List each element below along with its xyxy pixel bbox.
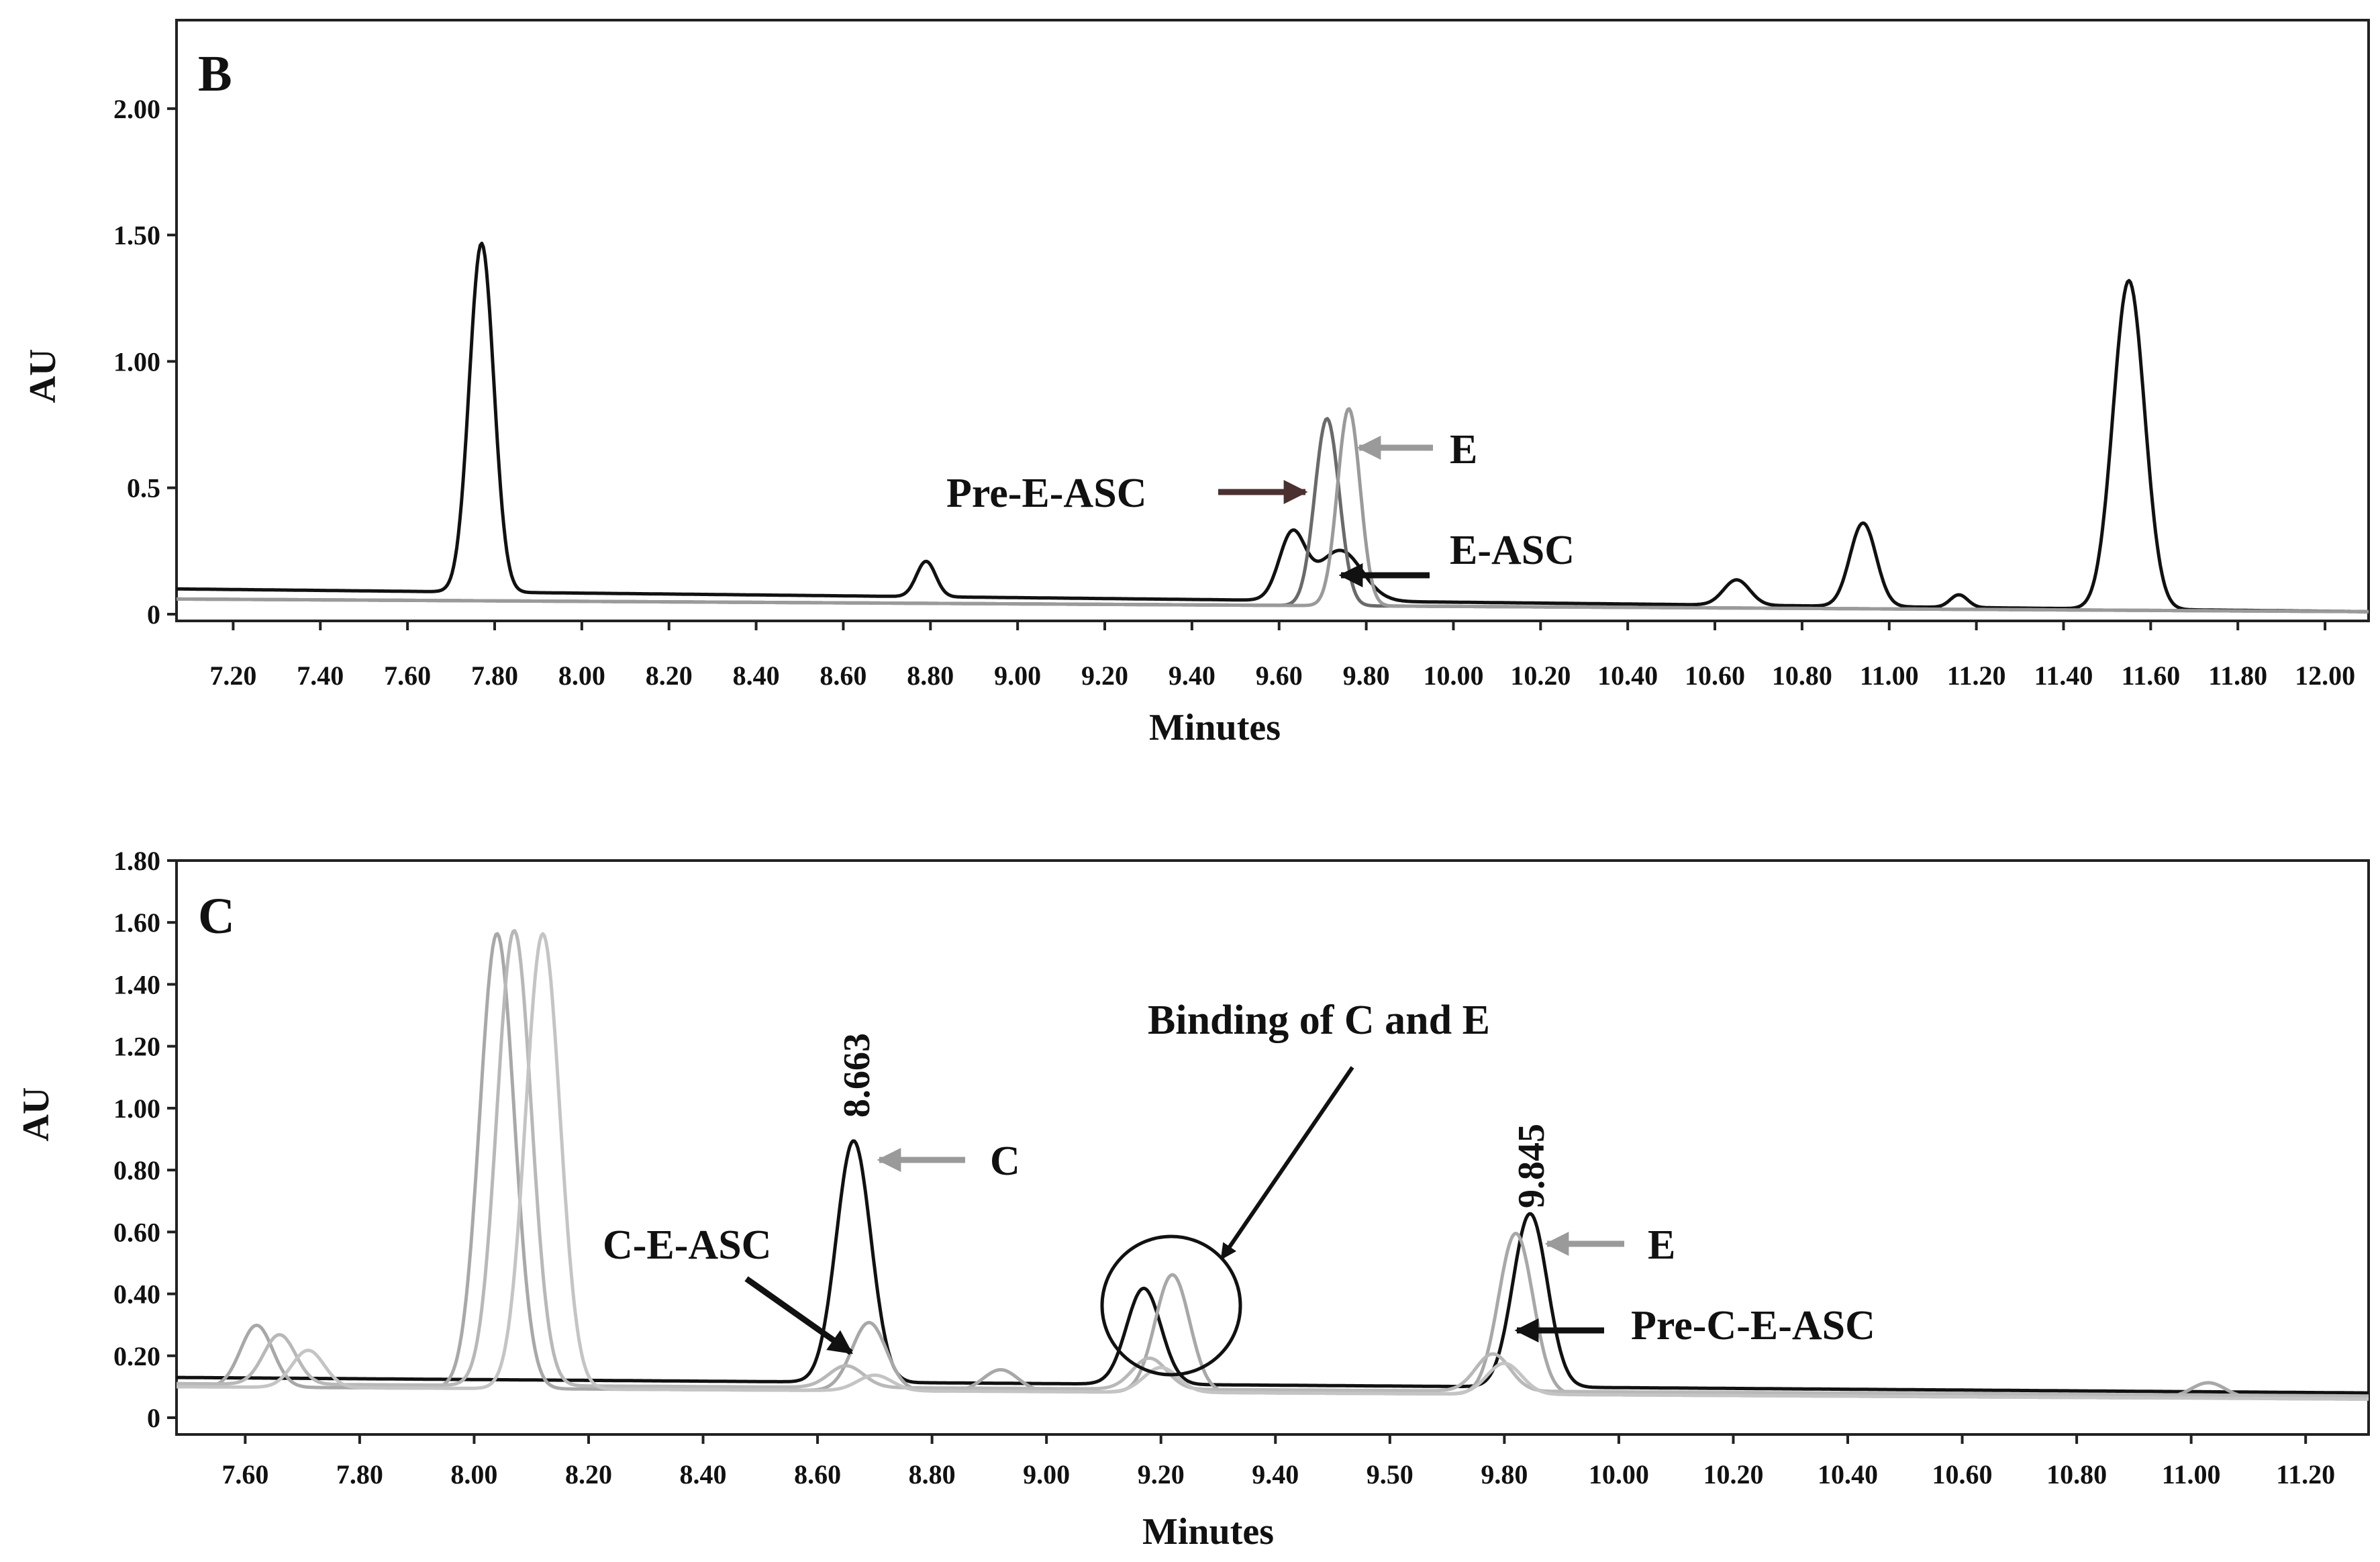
panel-c-x-tick-label: 7.80	[336, 1459, 383, 1490]
panel-c-x-tick-label: 8.20	[565, 1459, 612, 1490]
panel-b-x-tick-label: 10.80	[1772, 661, 1832, 691]
panel-c-binding-label: Binding of C and E	[1148, 997, 1490, 1043]
panel-c-x-tick-label: 9.80	[1481, 1459, 1528, 1490]
panel-c-x-tick-label: 10.40	[1818, 1459, 1878, 1490]
panel-b-y-tick-label: 0	[147, 599, 160, 630]
panel-c-x-tick-label: 9.20	[1138, 1459, 1185, 1490]
panel-c-y-tick-label: 1.60	[113, 908, 160, 938]
panel-c-y-tick-label: 0	[147, 1403, 160, 1433]
panel-c-trace-sample-black	[176, 1139, 2369, 1395]
panel-c-y-tick-label: 1.20	[113, 1032, 160, 1062]
panel-b-y-tick-label: 0.5	[127, 473, 160, 503]
panel-c-c-label: C	[990, 1138, 1020, 1184]
panel-b-x-tick-label: 9.80	[1343, 661, 1390, 691]
panel-c-x-tick-label: 10.80	[2046, 1459, 2107, 1490]
panel-c-x-tick-label: 8.40	[680, 1459, 727, 1490]
panel-c-x-tick-label: 8.80	[909, 1459, 956, 1490]
panel-c-y-tick-label: 0.80	[113, 1155, 160, 1185]
panel-c-x-axis-label: Minutes	[1142, 1511, 1274, 1553]
panel-c-y-tick-label: 1.80	[113, 846, 160, 876]
panel-c: C 00.200.400.600.801.001.201.401.601.80 …	[15, 846, 2370, 1553]
panel-c-c-e-asc-label: C-E-ASC	[603, 1222, 771, 1268]
panel-c-x-tick-label: 9.50	[1367, 1459, 1414, 1490]
panel-c-x-tick-label: 10.60	[1932, 1459, 1993, 1490]
panel-b-x-tick-label: 8.80	[907, 661, 954, 691]
panel-b-y-tick-label: 2.00	[113, 94, 160, 124]
panel-b-x-tick-label: 7.80	[471, 661, 518, 691]
panel-b-x-tick-label: 10.60	[1685, 661, 1745, 691]
panel-b: B 0 0.5 1.00 1.50 2.00 7.20 7.40 7.60 7.80 8.00 8…	[22, 19, 2370, 748]
panel-b-frame	[175, 19, 2370, 622]
panel-c-e-label: E	[1648, 1222, 1675, 1268]
panel-c-y-tick-label: 0.40	[113, 1279, 160, 1310]
panel-c-y-tick-label: 0.20	[113, 1341, 160, 1371]
panel-c-y-axis-ticks: 0 0.20 0.40 0.60 0.80 1.00 1.20 1.40 1.60 1.80	[113, 846, 177, 1433]
panel-c-x-axis-ticks: 7.60 7.80 8.00 8.20 8.40 8.60 8.80 9.00 9.20 9.40…	[221, 1434, 2335, 1490]
panel-c-x-tick-label: 8.60	[794, 1459, 841, 1490]
panel-b-traces	[176, 242, 2369, 614]
panel-c-x-tick-label: 7.60	[221, 1459, 268, 1490]
panel-b-x-tick-label: 10.40	[1597, 661, 1658, 691]
panel-b-x-tick-label: 11.20	[1947, 661, 2006, 691]
panel-c-label: C	[198, 888, 235, 944]
panel-b-y-axis-ticks: 0 0.5 1.00 1.50 2.00	[113, 94, 177, 630]
panel-b-x-tick-label: 7.40	[297, 661, 344, 691]
panel-b-x-tick-label: 7.60	[384, 661, 431, 691]
panel-b-x-tick-label: 9.40	[1169, 661, 1216, 691]
panel-c-x-tick-label: 8.00	[450, 1459, 497, 1490]
panel-b-x-tick-label: 8.00	[558, 661, 605, 691]
panel-c-x-tick-label: 10.20	[1703, 1459, 1763, 1490]
panel-b-trace-e	[176, 407, 2369, 614]
panel-b-x-tick-label: 8.40	[733, 661, 780, 691]
panel-b-x-tick-label: 11.40	[2034, 661, 2093, 691]
panel-c-trace-c-e-asc-grey	[176, 932, 2369, 1401]
panel-c-y-tick-label: 1.00	[113, 1093, 160, 1124]
panel-c-rt-label-9845: 9.845	[1511, 1124, 1552, 1208]
panel-c-trace-c-grey	[176, 929, 2369, 1398]
panel-c-y-tick-label: 0.60	[113, 1217, 160, 1247]
panel-c-binding-circle	[1100, 1234, 1242, 1377]
panel-c-y-axis-label: AU	[15, 1087, 57, 1142]
panel-c-y-tick-label: 1.40	[113, 969, 160, 999]
panel-c-c-e-asc-arrow	[744, 1276, 853, 1355]
panel-c-binding-arrow	[1220, 1066, 1354, 1260]
panel-c-rt-label-8663: 8.663	[836, 1033, 878, 1118]
panel-b-x-tick-label: 8.60	[820, 661, 866, 691]
panel-b-e-label: E	[1450, 427, 1477, 473]
panel-b-y-tick-label: 1.50	[113, 220, 160, 250]
panel-b-x-tick-label: 11.60	[2121, 661, 2180, 691]
panel-b-pre-e-asc-label: Pre-E-ASC	[946, 471, 1146, 516]
panel-b-x-axis-label: Minutes	[1149, 707, 1281, 748]
panel-c-x-tick-label: 11.00	[2162, 1459, 2221, 1490]
panel-b-x-tick-label: 9.20	[1081, 661, 1128, 691]
panel-c-traces	[176, 929, 2369, 1401]
panel-c-x-tick-label: 9.00	[1023, 1459, 1070, 1490]
panel-b-x-tick-label: 10.20	[1510, 661, 1571, 691]
panel-c-pre-c-e-asc-label: Pre-C-E-ASC	[1631, 1303, 1875, 1349]
panel-c-x-tick-label: 9.40	[1252, 1459, 1299, 1490]
panel-b-x-tick-label: 9.00	[994, 661, 1041, 691]
panel-b-label: B	[198, 46, 232, 102]
panel-b-x-tick-label: 11.00	[1860, 661, 1919, 691]
panel-b-x-tick-label: 11.80	[2208, 661, 2267, 691]
panel-b-e-asc-label: E-ASC	[1450, 528, 1575, 573]
panel-b-x-tick-label: 7.20	[209, 661, 256, 691]
panel-b-x-tick-label: 9.60	[1256, 661, 1303, 691]
panel-b-x-tick-label: 10.00	[1423, 661, 1483, 691]
panel-c-x-tick-label: 11.20	[2276, 1459, 2335, 1490]
panel-b-x-tick-label: 12.00	[2295, 661, 2355, 691]
panel-c-x-tick-label: 10.00	[1589, 1459, 1649, 1490]
panel-b-x-axis-ticks: 7.20 7.40 7.60 7.80 8.00 8.20 8.40 8.60 8.80 9.00…	[209, 621, 2355, 691]
panel-c-frame	[175, 859, 2370, 1436]
panel-b-x-tick-label: 8.20	[646, 661, 693, 691]
panel-b-y-axis-label: AU	[22, 349, 64, 403]
panel-b-y-tick-label: 1.00	[113, 346, 160, 377]
